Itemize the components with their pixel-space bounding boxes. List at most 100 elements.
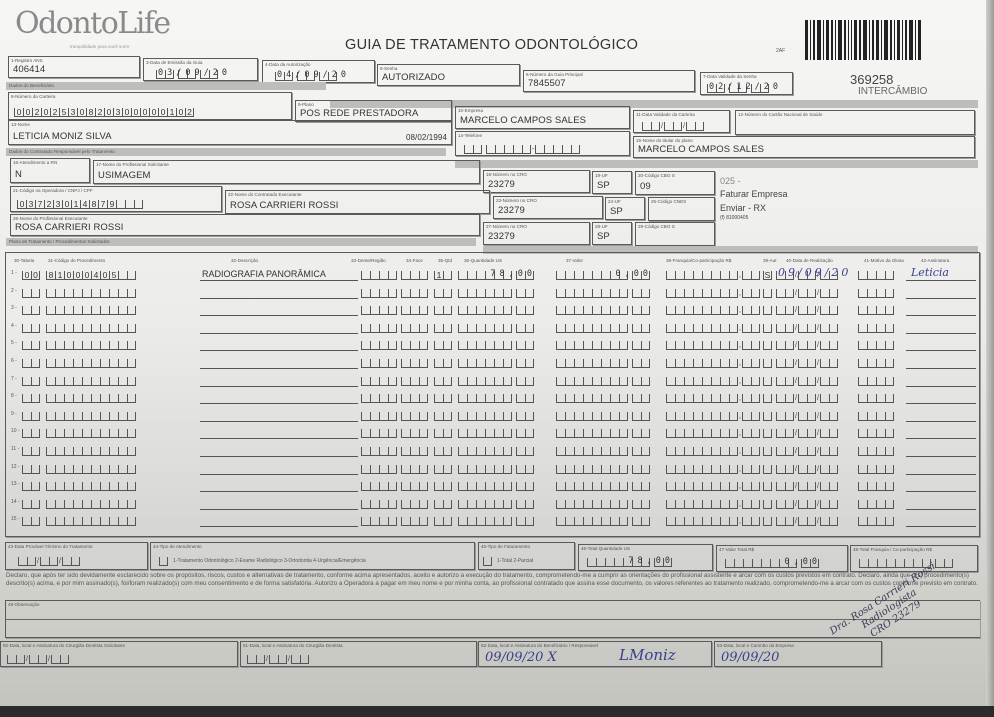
- qtd-comb[interactable]: [434, 446, 452, 456]
- valor-comb[interactable]: [556, 516, 650, 527]
- codigo-comb[interactable]: [46, 516, 136, 527]
- data-comb[interactable]: / /: [776, 340, 838, 351]
- glosa-comb[interactable]: [858, 428, 894, 439]
- codigo-comb[interactable]: [46, 481, 136, 492]
- data-comb[interactable]: / /: [776, 446, 838, 456]
- qtd-comb[interactable]: [434, 516, 452, 527]
- data-comb[interactable]: / /: [776, 428, 838, 439]
- tabela-comb[interactable]: [22, 499, 40, 509]
- procedure-row[interactable]: 11 - , / /: [6, 442, 978, 458]
- tabela-comb[interactable]: [22, 516, 40, 527]
- codigo-comb[interactable]: [46, 499, 136, 509]
- aut-comb[interactable]: [763, 428, 772, 439]
- qtd-comb[interactable]: [434, 305, 452, 316]
- franquia-comb[interactable]: ,: [666, 376, 760, 386]
- aut-comb[interactable]: [763, 340, 772, 351]
- field-validade-carteira[interactable]: 11-Data Validade da Carteira / /: [633, 110, 730, 133]
- franquia-comb[interactable]: ,: [666, 288, 760, 298]
- aut-comb[interactable]: [763, 499, 772, 509]
- data-comb[interactable]: / /: [776, 323, 838, 333]
- valor-comb[interactable]: [556, 288, 650, 298]
- field-guia-principal[interactable]: 6-Número da Guia Principal 7845507: [523, 70, 695, 92]
- codigo-comb[interactable]: [46, 464, 136, 474]
- data-comb[interactable]: / /: [776, 393, 838, 404]
- procedure-row[interactable]: 12 - , / /: [6, 460, 978, 476]
- procedure-row[interactable]: 7 - , / /: [6, 372, 978, 388]
- field-carimbo-empresa[interactable]: 53-Data, local e Carimbo da Empresa 09/09…: [714, 641, 882, 667]
- procedure-row[interactable]: 13 - , / /: [6, 477, 978, 493]
- codigo-comb[interactable]: [46, 358, 136, 368]
- aut-comb[interactable]: [763, 288, 772, 298]
- tabela-comb[interactable]: [22, 288, 40, 298]
- dente-comb[interactable]: [361, 270, 397, 280]
- field-validade-senha[interactable]: 7-Data Validade da Senha 02/12/20: [700, 72, 793, 95]
- tabela-comb[interactable]: [22, 305, 40, 316]
- dente-comb[interactable]: [361, 323, 397, 333]
- dente-comb[interactable]: [361, 358, 397, 368]
- glosa-comb[interactable]: [858, 376, 894, 386]
- face-comb[interactable]: [401, 288, 428, 298]
- face-comb[interactable]: [401, 481, 428, 492]
- tabela-comb[interactable]: [22, 411, 40, 421]
- glosa-comb[interactable]: [858, 446, 894, 456]
- qtd-comb[interactable]: 1: [434, 270, 452, 280]
- data-comb[interactable]: / /: [776, 358, 838, 368]
- valor-comb[interactable]: 0,00: [556, 270, 650, 280]
- franquia-comb[interactable]: ,: [666, 516, 760, 527]
- codigo-comb[interactable]: [46, 376, 136, 386]
- procedure-row[interactable]: 8 - , / /: [6, 389, 978, 405]
- field-cro-executante[interactable]: 23-Número no CRO 23279: [493, 196, 603, 219]
- field-registro-ans[interactable]: 1-Registro ANS 406414: [8, 56, 140, 78]
- codigo-comb[interactable]: [46, 340, 136, 351]
- dente-comb[interactable]: [361, 464, 397, 474]
- qtd-comb[interactable]: [434, 323, 452, 333]
- dente-comb[interactable]: [361, 499, 397, 509]
- procedure-row[interactable]: 9 - , / /: [6, 407, 978, 423]
- valor-comb[interactable]: [556, 393, 650, 404]
- field-uf-solicitante[interactable]: 19-UF SP: [592, 171, 632, 194]
- franquia-comb[interactable]: ,: [666, 340, 760, 351]
- field-cbo-profissional[interactable]: 29-Código CBO S: [635, 222, 715, 246]
- us-comb[interactable]: [458, 446, 534, 456]
- franquia-comb[interactable]: ,: [666, 428, 760, 439]
- face-comb[interactable]: [401, 376, 428, 386]
- field-empresa[interactable]: 10-Empresa MARCELO CAMPOS SALES: [455, 106, 630, 129]
- tabela-comb[interactable]: [22, 481, 40, 492]
- valor-comb[interactable]: [556, 376, 650, 386]
- valor-comb[interactable]: [556, 340, 650, 351]
- qtd-comb[interactable]: [434, 428, 452, 439]
- field-nome[interactable]: 13-Nome LETICIA MONIZ SILVA 08/02/1994: [8, 120, 452, 145]
- codigo-comb[interactable]: [46, 288, 136, 298]
- franquia-comb[interactable]: ,: [666, 499, 760, 509]
- tabela-comb[interactable]: [22, 358, 40, 368]
- field-assinatura-solicitante[interactable]: 50-Data, local e Assinatura do Cirurgião…: [0, 641, 238, 667]
- face-comb[interactable]: [401, 516, 428, 527]
- us-comb[interactable]: [458, 464, 534, 474]
- field-cbo-solicitante[interactable]: 20-Código CBO S 09: [635, 171, 715, 195]
- us-comb[interactable]: [458, 499, 534, 509]
- aut-comb[interactable]: [763, 411, 772, 421]
- dente-comb[interactable]: [361, 393, 397, 404]
- franquia-comb[interactable]: ,: [666, 323, 760, 333]
- dente-comb[interactable]: [361, 481, 397, 492]
- face-comb[interactable]: [401, 446, 428, 456]
- tabela-comb[interactable]: [22, 464, 40, 474]
- data-comb[interactable]: / /: [776, 481, 838, 492]
- us-comb[interactable]: [458, 428, 534, 439]
- aut-comb[interactable]: [763, 446, 772, 456]
- field-data-emissao[interactable]: 3-Data de Emissão da Guia 03/09/20: [143, 58, 258, 81]
- procedure-row[interactable]: 10 - , / /: [6, 424, 978, 440]
- aut-comb[interactable]: [763, 323, 772, 333]
- aut-comb[interactable]: [763, 464, 772, 474]
- glosa-comb[interactable]: [858, 270, 894, 280]
- checkbox-comb[interactable]: [159, 556, 168, 566]
- dente-comb[interactable]: [361, 516, 397, 527]
- us-comb[interactable]: [458, 376, 534, 386]
- aut-comb[interactable]: [763, 393, 772, 404]
- face-comb[interactable]: [401, 305, 428, 316]
- field-data-termino[interactable]: 43-Data Provável Término do Tratamento / /: [5, 542, 148, 570]
- data-comb[interactable]: / /: [776, 411, 838, 421]
- codigo-comb[interactable]: [46, 305, 136, 316]
